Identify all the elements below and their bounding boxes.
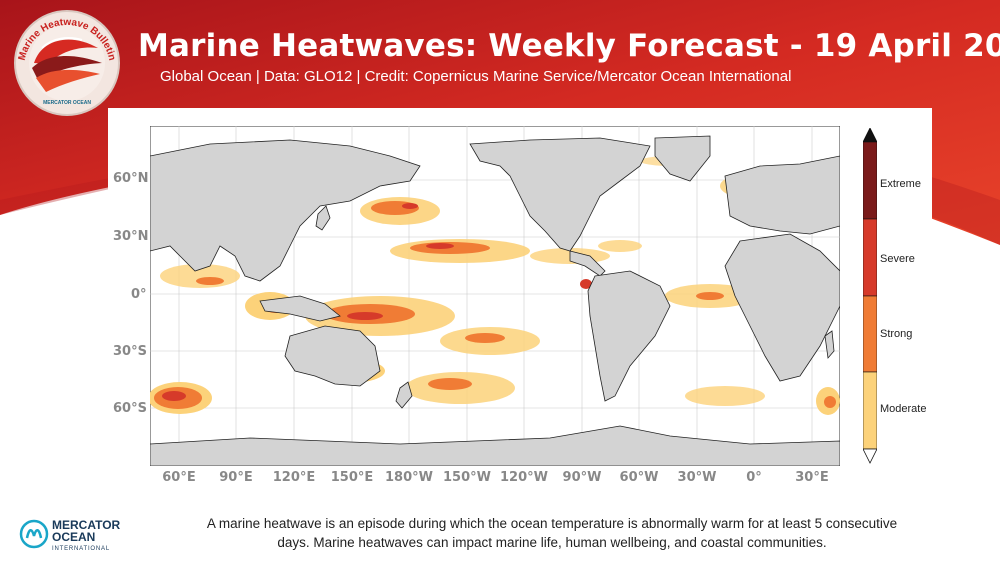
lon-label-0: 0° [746,470,762,485]
lon-label-90w: 90°W [562,470,602,485]
lat-label-60s: 60°S [113,401,147,416]
colorbar-label-moderate: Moderate [880,403,927,415]
logo-line3: INTERNATIONAL [52,546,110,552]
world-map [150,126,840,466]
logo-line1: MERCATOR [52,518,121,532]
lon-label-30e: 30°E [795,470,829,485]
lon-label-180w: 180°W [385,470,433,485]
lat-label-30s: 30°S [113,344,147,359]
footer-line1: A marine heatwave is an episode during w… [206,516,898,531]
lat-label-30n: 30°N [113,229,149,244]
land [150,135,840,466]
lon-label-150e: 150°E [330,470,374,485]
mercator-ocean-logo: MERCATOR OCEAN INTERNATIONAL [19,518,121,552]
colorbar-label-extreme: Extreme [880,178,921,190]
colorbar-label-severe: Severe [880,253,915,265]
page-title: Marine Heatwaves: Weekly Forecast - 19 A… [138,28,1000,64]
lon-label-120e: 120°E [272,470,316,485]
badge-org-text: MERCATOR OCEAN [43,100,91,106]
lon-label-60w: 60°W [619,470,659,485]
lon-label-90e: 90°E [219,470,253,485]
logo-line2: OCEAN [52,530,95,544]
bulletin-badge-logo: MERCATOR OCEAN Marine Heatwave Bulletin [14,10,120,116]
lon-label-60e: 60°E [162,470,196,485]
colorbar-label-strong: Strong [880,328,913,340]
page-subtitle: Global Ocean | Data: GLO12 | Credit: Cop… [160,68,792,85]
lat-label-eq: 0° [131,287,147,302]
lon-label-120w: 120°W [500,470,548,485]
footer-line2: days. Marine heatwaves can impact marine… [277,535,827,550]
colorbar [863,128,877,464]
footer-description: A marine heatwave is an episode during w… [152,514,952,552]
lat-label-60n: 60°N [113,171,149,186]
lon-label-150w: 150°W [443,470,491,485]
lon-label-30w: 30°W [677,470,717,485]
